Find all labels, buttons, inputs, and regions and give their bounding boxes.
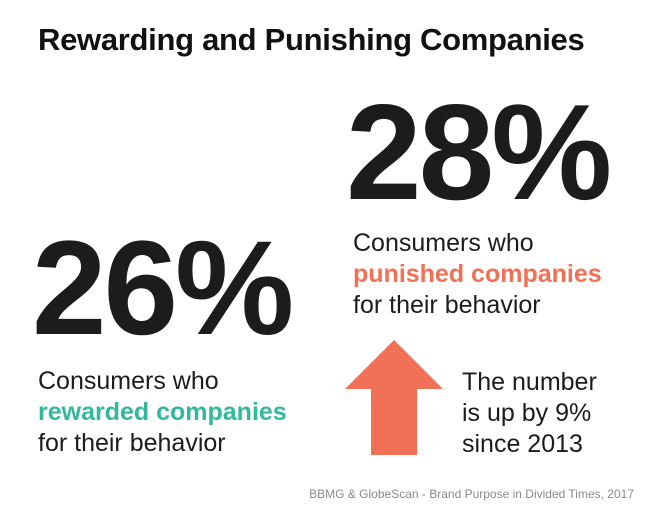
rewarded-description: Consumers who rewarded companies for the… [38,366,287,459]
up-arrow-shape [345,340,443,455]
rewarded-line-1: Consumers who [38,367,219,395]
rewarded-line-3: for their behavior [38,429,226,457]
punished-line-1: Consumers who [353,229,534,257]
page-title: Rewarding and Punishing Companies [38,22,585,57]
note-line-1: The number [462,368,597,396]
punished-line-3: for their behavior [353,291,541,319]
up-arrow-icon [345,340,443,455]
punished-description: Consumers who punished companies for the… [353,228,602,321]
note-line-3: since 2013 [462,430,583,458]
punished-percentage: 28% [346,76,612,228]
note-line-2: is up by 9% [462,399,592,427]
punished-highlight: punished companies [353,260,602,288]
increase-note: The number is up by 9% since 2013 [462,367,597,460]
source-citation: BBMG & GlobeScan - Brand Purpose in Divi… [309,487,634,501]
rewarded-highlight: rewarded companies [38,398,287,426]
rewarded-percentage: 26% [32,214,294,363]
